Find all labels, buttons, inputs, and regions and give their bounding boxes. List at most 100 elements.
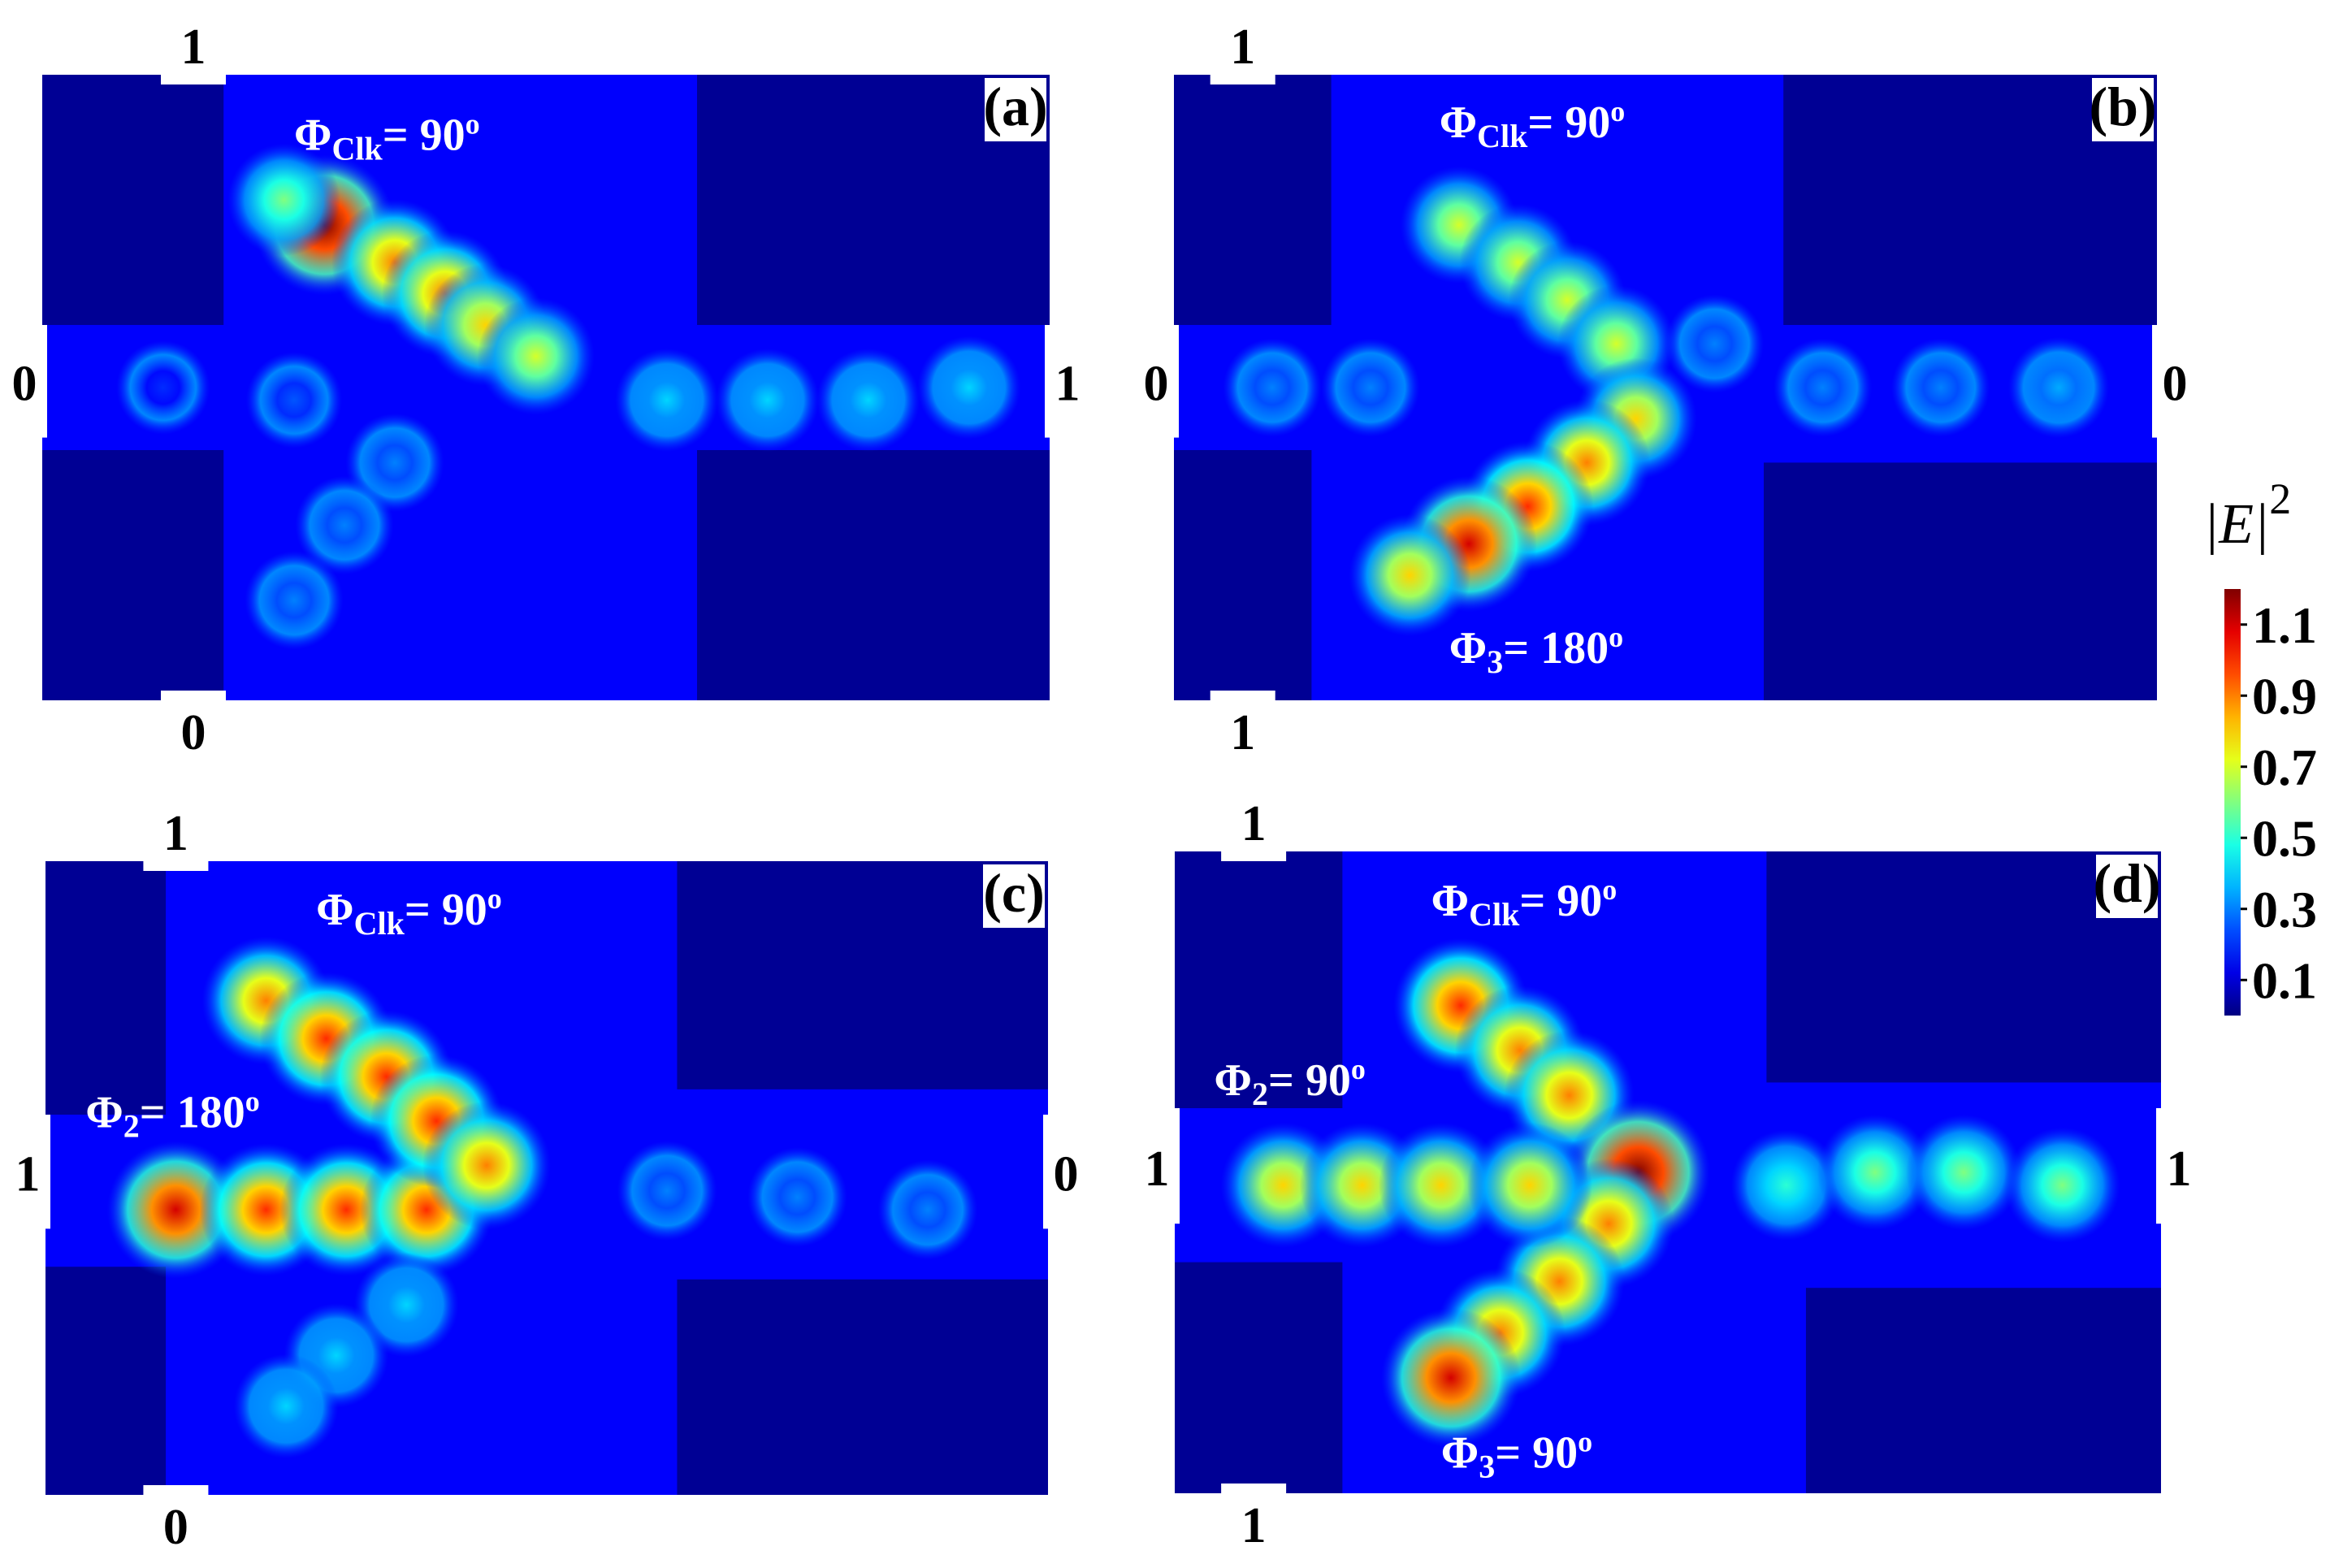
intensity-hotspot	[1378, 1122, 1504, 1248]
intensity-hotspot	[422, 1101, 551, 1230]
port-notch	[1169, 325, 1179, 438]
intensity-hotspot	[716, 348, 820, 452]
port-bottom-label: 0	[181, 705, 206, 760]
field-region	[1766, 851, 2161, 1083]
intensity-hotspot	[1817, 1114, 1934, 1231]
colorbar: 1.1 0.9 0.7 0.5 0.3 0.1 |E|2	[2203, 474, 2317, 1016]
intensity-hotspot	[295, 475, 394, 575]
colorbar-tick-label: 0.9	[2252, 667, 2317, 725]
phase-label: ΦClk= 90o	[1431, 873, 1618, 933]
field-region	[697, 450, 1050, 700]
phase-label: ΦClk= 90o	[1440, 95, 1626, 154]
port-right-label: 1	[2167, 1141, 2192, 1197]
intensity-hotspot	[1467, 1122, 1593, 1248]
port-notch	[161, 691, 226, 702]
panel-letter-box	[985, 78, 1046, 141]
field-region	[42, 75, 224, 325]
intensity-hotspot	[233, 1354, 339, 1459]
intensity-hotspot	[1906, 1114, 2022, 1231]
intensity-hotspot	[747, 1146, 847, 1247]
phase-label: Φ3= 90o	[1441, 1425, 1592, 1484]
phase-label: ΦClk= 90o	[294, 107, 480, 167]
port-right-label: 1	[1055, 356, 1081, 411]
intensity-hotspot	[1223, 338, 1322, 437]
field-region	[1764, 462, 2157, 700]
port-top-label: 1	[163, 806, 188, 861]
panel-c: (c) 1 0 1 0 ΦClk= 90o Φ2= 180o	[15, 806, 1079, 1555]
field-region	[45, 861, 167, 1115]
panel-letter-box	[2096, 855, 2158, 918]
panel-letter: (b)	[2089, 76, 2156, 137]
heatmap-panels: (a) 1 0 0 1 ΦClk= 90o (b) 1 1 0 0 ΦClk= 90o Φ3= 180o…	[12, 19, 2192, 1555]
intensity-hotspot	[1665, 294, 1765, 393]
port-right-label: 0	[2163, 356, 2188, 411]
port-left-label: 0	[12, 356, 37, 411]
port-notch	[1045, 325, 1055, 438]
panel-letter: (c)	[983, 862, 1044, 924]
port-bottom-label: 1	[1230, 705, 1255, 760]
field-region	[677, 1279, 1048, 1495]
intensity-hotspot	[816, 348, 920, 452]
phase-label: Φ3= 180o	[1449, 621, 1623, 680]
intensity-hotspot	[1381, 1307, 1521, 1448]
port-notch	[1210, 691, 1275, 702]
intensity-hotspot	[116, 340, 210, 435]
phase-label: ΦClk= 90o	[316, 882, 502, 942]
intensity-hotspot	[245, 551, 344, 650]
port-right-label: 0	[1054, 1147, 1079, 1202]
field-region	[45, 1267, 167, 1495]
phase-label: Φ2= 90o	[1215, 1053, 1366, 1112]
port-top-label: 1	[1241, 796, 1267, 851]
port-bottom-label: 1	[1241, 1498, 1267, 1553]
port-notch	[1221, 850, 1287, 861]
port-notch	[143, 860, 209, 871]
port-left-label: 1	[15, 1147, 41, 1202]
intensity-hotspot	[615, 348, 719, 452]
field-region	[1175, 1262, 1343, 1493]
port-notch	[2156, 1108, 2166, 1224]
colorbar-title: |E|2	[2203, 474, 2291, 556]
panel-letter-box	[983, 864, 1045, 928]
intensity-hotspot	[1321, 338, 1420, 437]
panel-letter: (d)	[2093, 852, 2160, 914]
port-notch	[1210, 73, 1275, 84]
port-notch	[1221, 1484, 1287, 1495]
phase-label: Φ2= 180o	[85, 1085, 259, 1145]
intensity-hotspot	[917, 336, 1021, 440]
colorbar-gradient	[2224, 589, 2241, 1016]
intensity-hotspot	[2007, 336, 2110, 439]
colorbar-tick-label: 1.1	[2252, 596, 2317, 654]
field-region	[1175, 851, 1343, 1108]
field-region	[42, 450, 224, 700]
port-notch	[143, 1485, 209, 1497]
panel-b: (b) 1 1 0 0 ΦClk= 90o Φ3= 180o	[1144, 19, 2188, 760]
field-region	[1174, 450, 1312, 700]
port-bottom-label: 0	[163, 1500, 188, 1555]
port-notch	[37, 325, 47, 438]
intensity-hotspot	[1891, 338, 1990, 437]
intensity-hotspot	[2004, 1127, 2120, 1243]
colorbar-tick-label: 0.1	[2252, 951, 2317, 1009]
intensity-hotspot	[617, 1141, 717, 1241]
panel-letter: (a)	[983, 76, 1047, 137]
colorbar-tick-label: 0.7	[2252, 739, 2317, 796]
colorbar-tick-label: 0.3	[2252, 881, 2317, 938]
port-notch	[2152, 325, 2162, 438]
port-notch	[161, 73, 226, 84]
port-top-label: 1	[1230, 19, 1255, 75]
panel-letter-box	[2092, 78, 2154, 141]
panel-a: (a) 1 0 0 1 ΦClk= 90o	[12, 19, 1081, 760]
port-top-label: 1	[181, 19, 206, 75]
port-left-label: 0	[1144, 356, 1169, 411]
port-left-label: 1	[1145, 1141, 1170, 1197]
intensity-hotspot	[877, 1159, 978, 1260]
port-notch	[41, 1115, 50, 1229]
intensity-hotspot	[1773, 338, 1873, 437]
panel-d: (d) 1 1 1 1 ΦClk= 90o Φ2= 90o Φ3= 90o	[1145, 796, 2192, 1553]
field-region	[1805, 1288, 2161, 1493]
port-notch	[1170, 1108, 1180, 1224]
field-region	[1174, 75, 1332, 325]
intensity-hotspot	[1349, 513, 1471, 637]
colorbar-tick-label: 0.5	[2252, 809, 2317, 867]
